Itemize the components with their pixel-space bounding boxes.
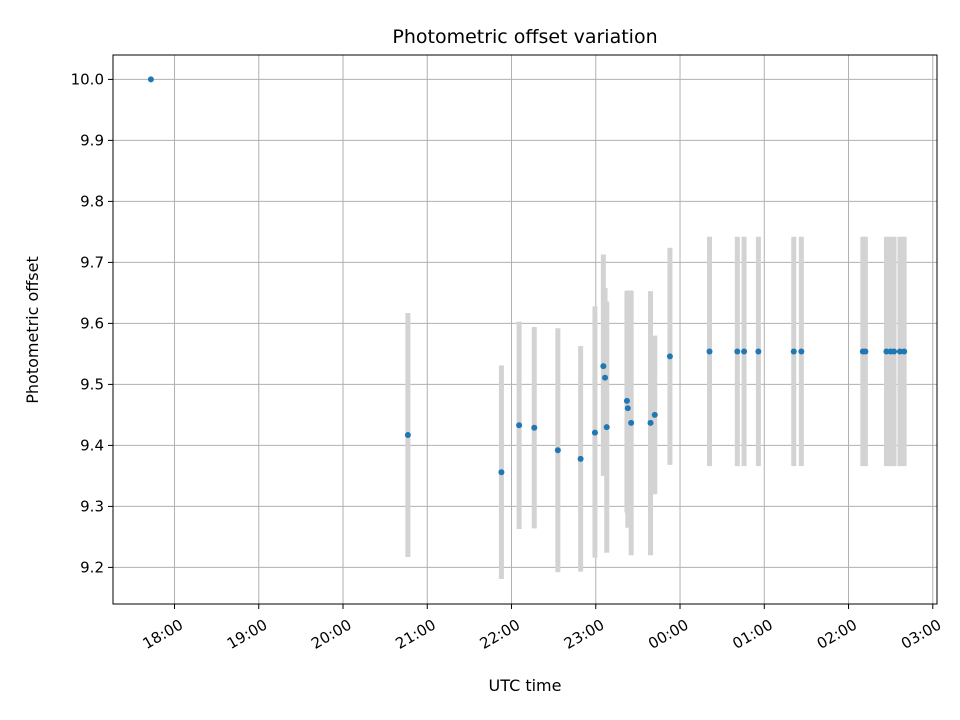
data-point — [790, 348, 797, 355]
plot-frame — [112, 54, 938, 605]
y-axis: 9.2 9.3 9.4 9.5 9.6 9.7 9.8 9.9 10.0 — [71, 70, 113, 576]
data-point — [734, 348, 741, 355]
y-tick-label: 9.5 — [80, 375, 104, 393]
y-tick-label: 10.0 — [71, 70, 104, 88]
y-axis-label: Photometric offset — [23, 256, 42, 404]
data-point — [624, 405, 631, 412]
data-point — [602, 374, 609, 381]
data-point — [498, 469, 505, 476]
data-point — [891, 348, 898, 355]
data-point — [516, 422, 523, 429]
y-tick-label: 9.4 — [80, 436, 104, 454]
data-point — [147, 76, 154, 83]
data-point — [623, 397, 630, 404]
data-point — [603, 424, 610, 431]
data-points — [147, 76, 908, 476]
data-point — [741, 348, 748, 355]
data-point — [591, 429, 598, 436]
chart-title: Photometric offset variation — [392, 26, 657, 48]
data-point — [901, 348, 908, 355]
data-point — [628, 419, 635, 426]
y-tick-label: 9.8 — [80, 192, 104, 210]
y-tick-label: 9.9 — [80, 131, 104, 149]
y-tick-label: 9.3 — [80, 497, 104, 515]
data-point — [404, 432, 411, 439]
data-point — [577, 455, 584, 462]
data-point — [666, 353, 673, 360]
data-point — [755, 348, 762, 355]
data-point — [647, 419, 654, 426]
data-point — [531, 424, 538, 431]
data-point — [706, 348, 713, 355]
data-point — [798, 348, 805, 355]
data-point — [883, 348, 890, 355]
x-axis-label: UTC time — [489, 676, 562, 695]
data-point — [554, 447, 561, 454]
y-tick-label: 9.6 — [80, 314, 104, 332]
y-tick-label: 9.2 — [80, 558, 104, 576]
data-point — [651, 411, 658, 418]
y-tick-label: 9.7 — [80, 253, 104, 271]
data-point — [896, 348, 903, 355]
data-point — [862, 348, 869, 355]
data-point — [600, 363, 607, 370]
